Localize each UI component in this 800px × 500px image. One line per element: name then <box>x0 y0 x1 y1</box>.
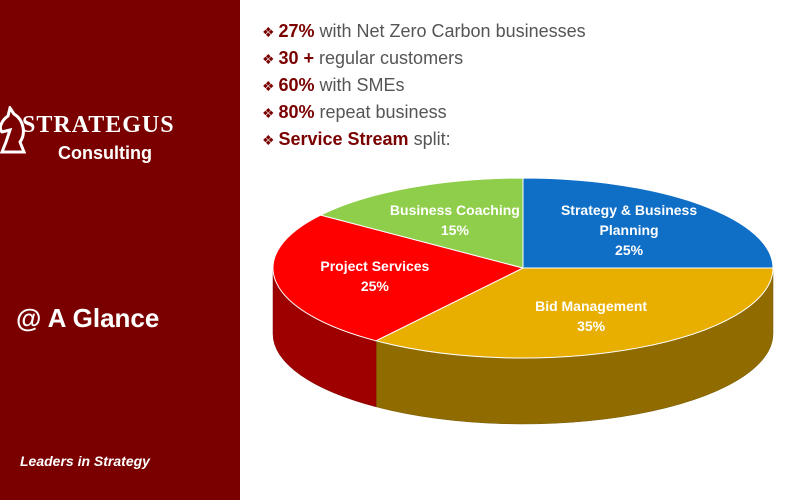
bullet-highlight: 80% <box>278 102 315 122</box>
slice-label: Bid Management 35% <box>521 296 661 336</box>
bullet-highlight: Service Stream <box>278 129 409 149</box>
logo-title: STRATEGUS <box>22 112 175 138</box>
bullet-text: with SMEs <box>319 75 405 95</box>
bullet: 60% with SMEs <box>262 72 586 99</box>
pie-slice <box>272 214 525 342</box>
slice-label: Strategy & Business Planning 25% <box>559 200 699 260</box>
value-label: 15% <box>440 221 469 238</box>
slice-label: Project Services 25% <box>305 256 445 296</box>
sidebar: STRATEGUS Consulting @ A Glance Leaders … <box>0 0 240 500</box>
pie-slice <box>374 267 774 359</box>
logo-subtitle: Consulting <box>58 143 152 163</box>
pie-slice <box>522 177 774 269</box>
logo-icon <box>0 106 27 154</box>
bullet-list: 27% with Net Zero Carbon businesses30 + … <box>262 18 586 153</box>
category-label: Business Coaching <box>389 201 520 218</box>
bullet: 80% repeat business <box>262 99 586 126</box>
category-label: Strategy & Business Planning <box>560 201 698 238</box>
bullet-highlight: 27% <box>278 21 315 41</box>
value-label: 35% <box>577 318 606 335</box>
bullet-highlight: 60% <box>278 75 315 95</box>
pie-slice <box>319 177 524 269</box>
bullet: 30 + regular customers <box>262 45 586 72</box>
heading: @ A Glance <box>16 303 160 333</box>
bullet-text: repeat business <box>319 102 447 122</box>
bullet: 27% with Net Zero Carbon businesses <box>262 18 586 45</box>
bullet-text: regular customers <box>319 48 464 68</box>
value-label: 25% <box>615 241 644 258</box>
tagline: Leaders in Strategy <box>20 453 150 469</box>
category-label: Project Services <box>320 258 430 275</box>
bullet: Service Stream split: <box>262 126 586 153</box>
bullet-text: with Net Zero Carbon businesses <box>319 21 586 41</box>
slice-label: Business Coaching 15% <box>385 200 525 240</box>
category-label: Bid Management <box>535 298 648 315</box>
bullet-text: split: <box>413 129 451 149</box>
value-label: 25% <box>360 278 389 295</box>
bullet-highlight: 30 + <box>278 48 314 68</box>
